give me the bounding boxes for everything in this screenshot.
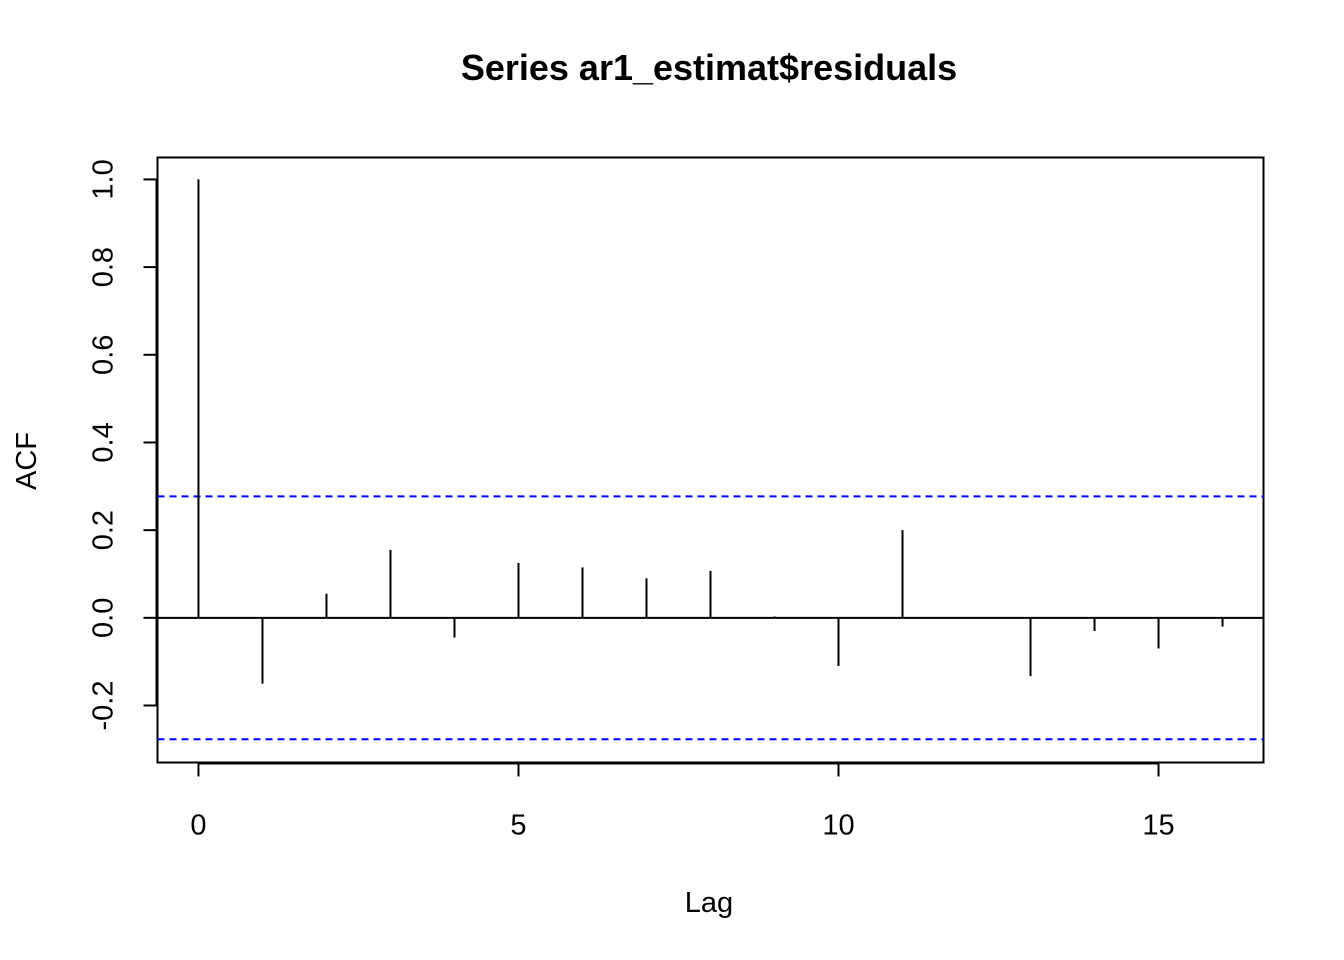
- chart-title: Series ar1_estimat$residuals: [461, 47, 957, 88]
- x-tick-label: 5: [510, 810, 526, 842]
- x-axis-label: Lag: [685, 887, 733, 919]
- y-tick-label: 0.2: [88, 510, 120, 550]
- x-tick-label: 15: [1142, 810, 1174, 842]
- y-tick-label: -0.2: [88, 681, 120, 731]
- y-tick-label: 0.8: [88, 247, 120, 287]
- y-axis: -0.2 0.0 0.2 0.4 0.6 0.8 1.0: [88, 159, 158, 730]
- plot-marks: [157, 179, 1264, 741]
- y-tick-label: 0.4: [88, 422, 120, 462]
- y-tick-label: 0.6: [88, 335, 120, 375]
- x-tick-label: 0: [190, 810, 206, 842]
- y-axis-label: ACF: [11, 432, 43, 490]
- x-tick-label: 10: [822, 810, 854, 842]
- x-axis: 0 5 10 15: [190, 762, 1175, 842]
- y-tick-label: 1.0: [88, 159, 120, 199]
- plot-frame: [156, 156, 1265, 764]
- y-tick-label: 0.0: [88, 598, 120, 638]
